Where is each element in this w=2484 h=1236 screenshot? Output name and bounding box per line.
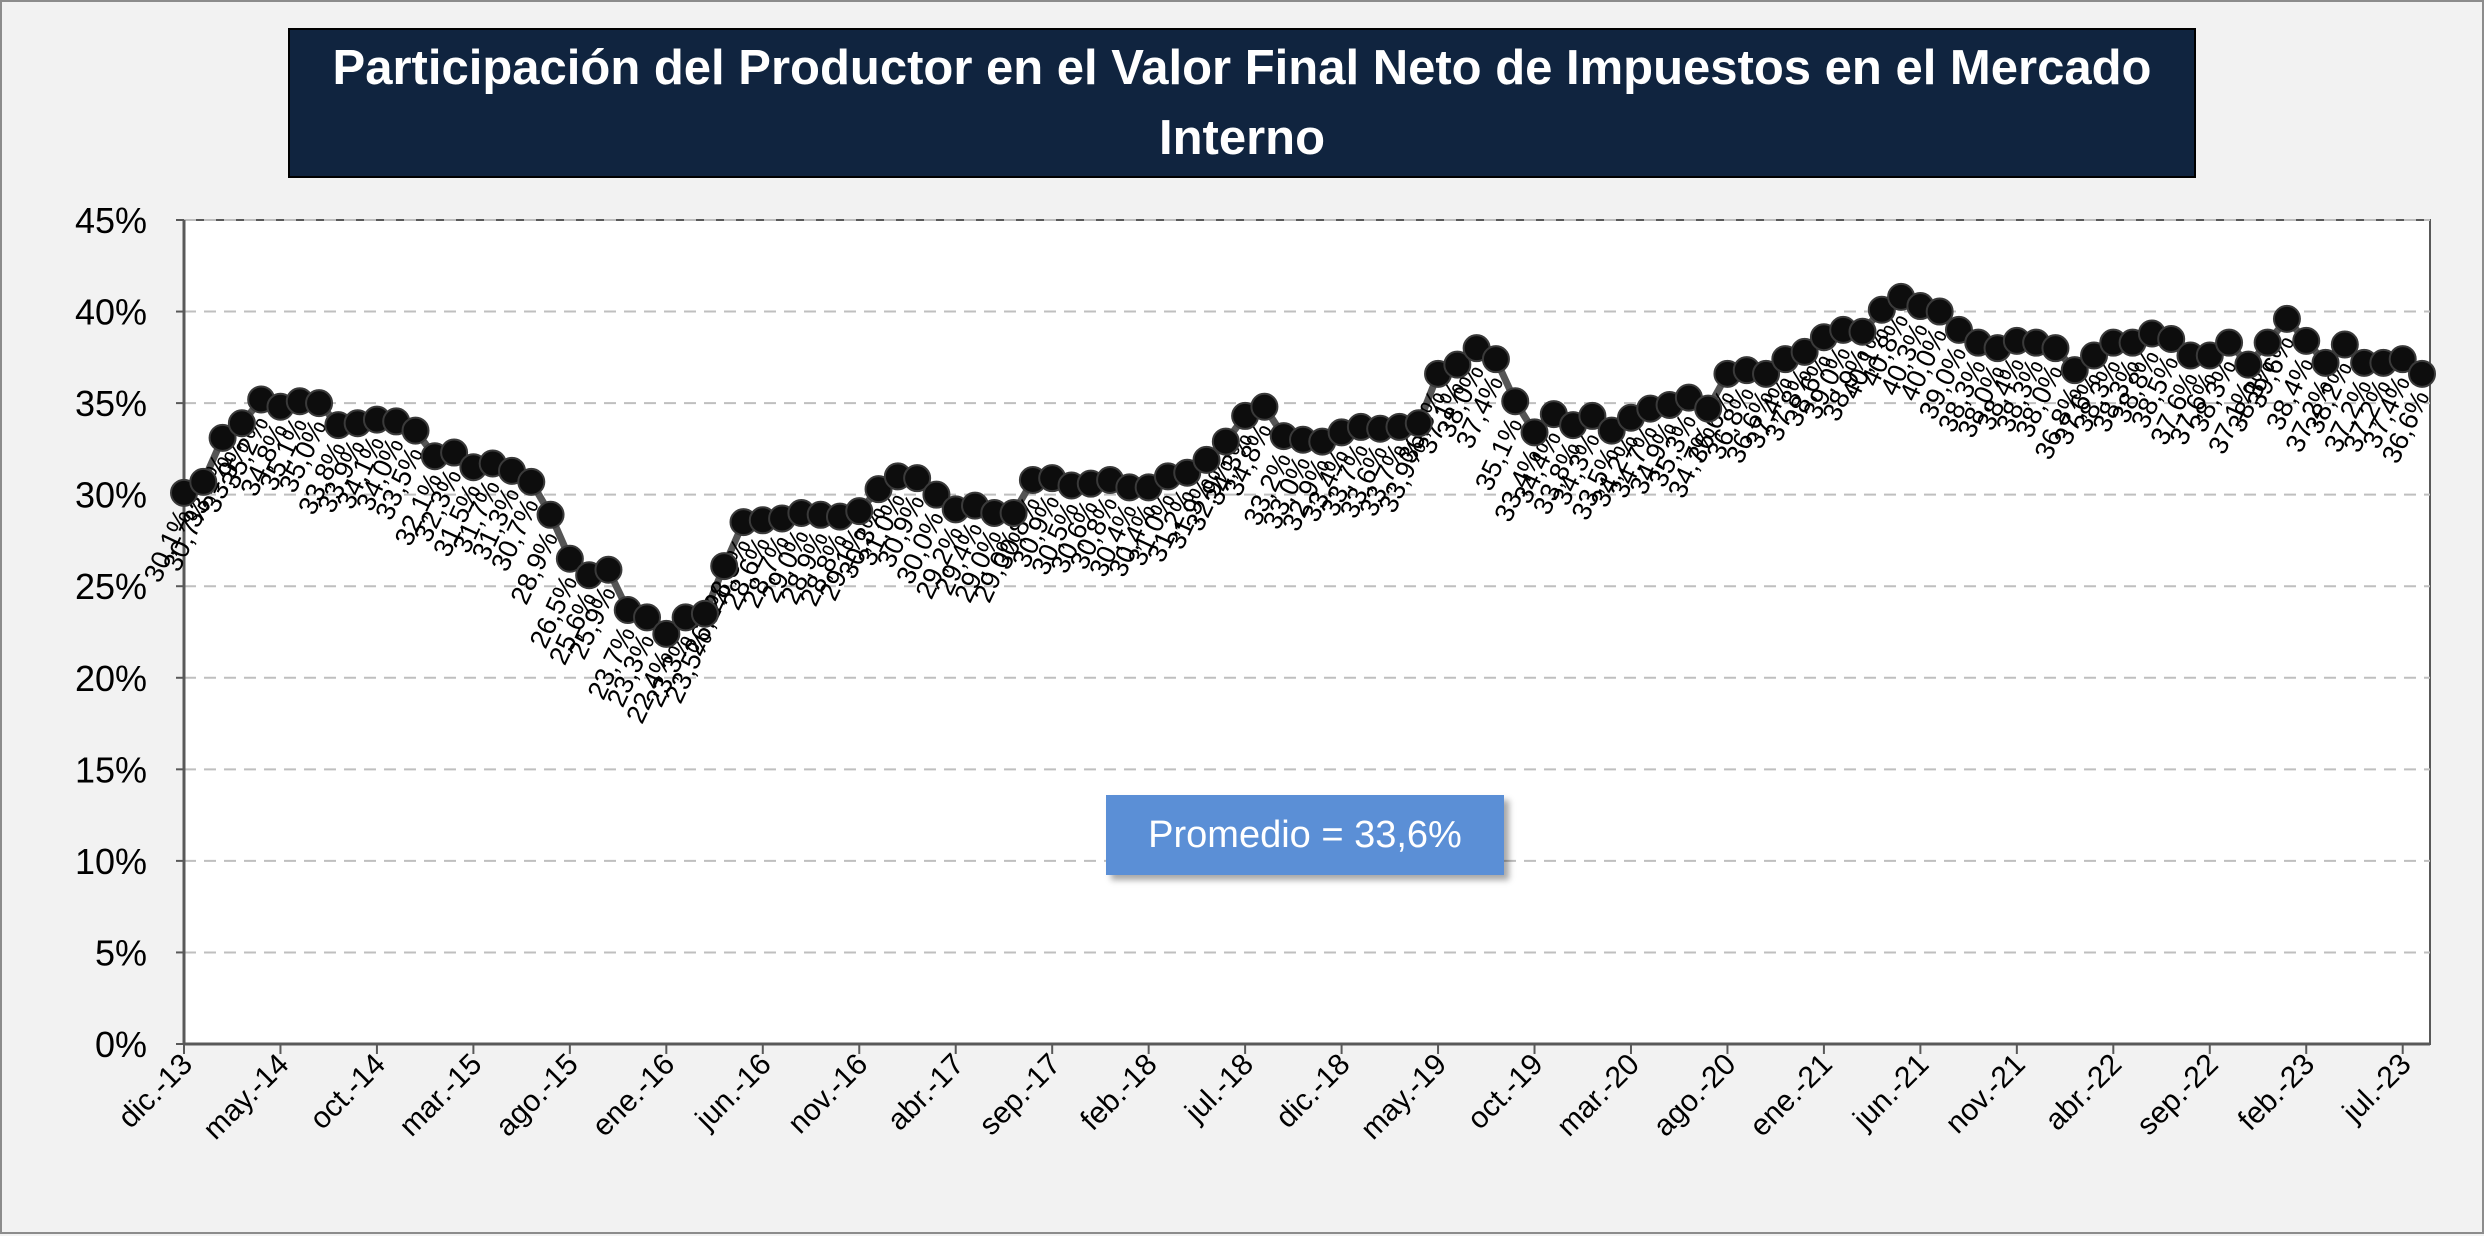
data-point [1192,445,1221,474]
data-point [845,497,874,526]
data-point [1694,394,1723,423]
y-tick-label: 40% [75,292,147,333]
data-point [1250,392,1279,421]
data-point [208,423,237,452]
chart-title-box: Participación del Productor en el Valor … [288,28,2196,178]
axes [182,220,2430,1046]
data-point [2253,328,2282,357]
data-point [1578,401,1607,430]
data-point [2215,328,2244,357]
data-point [1443,350,1472,379]
data-point [2311,348,2340,377]
x-tick-label: abr.-22 [2039,1048,2128,1137]
data-markers [170,282,2436,648]
x-tick-label: nov.-16 [782,1048,875,1141]
data-point [1211,427,1240,456]
y-tick-label: 15% [75,749,147,790]
data-point [633,603,662,632]
data-point [2234,350,2263,379]
data-point [305,389,334,418]
x-tick-label: may.-14 [197,1048,295,1146]
x-tick-label: sep.-22 [2131,1048,2225,1142]
data-point [2330,330,2359,359]
y-tick-label: 25% [75,566,147,607]
data-point [536,500,565,529]
x-tick-label: ago.-15 [490,1048,585,1143]
data-point [227,409,256,438]
y-tick-label: 35% [75,383,147,424]
y-tick-label: 45% [75,200,147,241]
data-point [1790,337,1819,366]
data-point [1848,317,1877,346]
data-point [2272,304,2301,333]
data-point [517,467,546,496]
data-point [1925,297,1954,326]
data-point [1867,295,1896,324]
data-point [594,555,623,584]
data-point [1173,458,1202,487]
data-point [440,438,469,467]
x-tick-label: jun.-16 [689,1048,778,1137]
data-point [2195,341,2224,370]
x-tick-label: ene.-21 [1744,1048,1839,1143]
data-point [2408,359,2436,388]
x-tick-label: oct.-14 [304,1048,392,1136]
data-point [922,480,951,509]
x-tick-label: ago.-20 [1647,1048,1742,1143]
data-point [189,467,218,496]
y-tick-label: 5% [95,932,147,973]
average-annotation-box: Promedio = 33,6% [1106,795,1504,875]
data-point [1501,387,1530,416]
x-tick-label: sep.-17 [973,1048,1067,1142]
chart-title: Participación del Productor en el Valor … [332,41,2152,165]
x-tick-label: abr.-17 [881,1048,970,1137]
x-tick-label: feb.-18 [1074,1048,1163,1137]
data-point [1404,409,1433,438]
data-point [710,552,739,581]
y-tick-label: 0% [95,1024,147,1065]
data-point [2388,345,2417,374]
y-axis-ticks: 0% 5% 10% 15% 20% 25% 30% 35% 40% 45% [75,200,184,1065]
data-point [903,464,932,493]
x-tick-label: ene.-16 [586,1048,681,1143]
y-tick-label: 30% [75,475,147,516]
y-tick-label: 20% [75,658,147,699]
data-point [1597,416,1626,445]
data-point [690,599,719,628]
x-tick-label: dic.-18 [1270,1048,1357,1135]
x-tick-label: mar.-15 [393,1048,488,1143]
data-point [2080,341,2109,370]
x-tick-label: jun.-21 [1846,1048,1935,1137]
average-annotation: Promedio = 33,6% [1148,813,1462,856]
data-point [999,498,1028,527]
data-point [1481,345,1510,374]
data-point [2292,326,2321,355]
data-point [1520,418,1549,447]
data-point [2060,356,2089,385]
data-point [1752,359,1781,388]
data-point [2157,325,2186,354]
x-tick-label: feb.-23 [2232,1048,2321,1137]
data-point [864,475,893,504]
data-point [652,619,681,648]
x-tick-label: oct.-19 [1461,1048,1549,1136]
data-point [555,544,584,573]
x-tick-label: jul.-18 [1178,1048,1260,1130]
data-point [1944,315,1973,344]
data-point [401,416,430,445]
x-tick-label: mar.-20 [1551,1048,1646,1143]
x-tick-label: may.-19 [1355,1048,1453,1146]
x-tick-label: jul.-23 [2336,1048,2418,1130]
data-point [2041,334,2070,363]
y-tick-label: 10% [75,841,147,882]
x-tick-label: nov.-21 [1939,1048,2032,1141]
